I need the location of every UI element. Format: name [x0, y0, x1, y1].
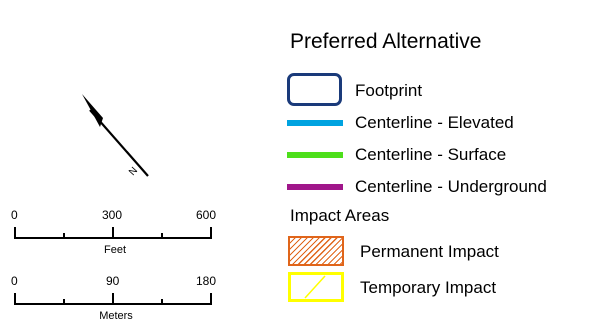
legend-label-centerline-underground: Centerline - Underground: [355, 177, 547, 196]
legend-label-permanent-impact: Permanent Impact: [360, 242, 499, 261]
centerline-elevated-swatch-icon: [287, 120, 343, 126]
permanent-impact-swatch-icon: [288, 236, 344, 266]
scale-meters-bar: [14, 293, 212, 305]
legend-label-centerline-surface: Centerline - Surface: [355, 145, 507, 164]
temporary-impact-swatch-icon: [288, 272, 344, 302]
legend-label-centerline-elevated: Centerline - Elevated: [355, 113, 514, 132]
legend-title: Preferred Alternative: [290, 30, 482, 53]
impact-areas-title: Impact Areas: [290, 206, 390, 225]
scale-feet-tick-0: 0: [11, 208, 18, 222]
scale-feet-tick-1: 300: [102, 208, 123, 222]
scale-feet-tick-2: 600: [196, 208, 217, 222]
north-arrow-label: N: [127, 165, 140, 178]
scale-meters-tick-1: 90: [106, 274, 120, 288]
scale-feet-bar: [14, 227, 212, 239]
legend-label-footprint: Footprint: [355, 81, 423, 100]
centerline-surface-swatch-icon: [287, 152, 343, 158]
north-arrow-icon: N: [82, 94, 149, 178]
centerline-underground-swatch-icon: [287, 184, 343, 190]
footprint-swatch-icon: [287, 73, 342, 106]
legend-label-temporary-impact: Temporary Impact: [360, 278, 497, 297]
scale-meters-tick-0: 0: [11, 274, 18, 288]
scale-meters-tick-2: 180: [196, 274, 217, 288]
scale-feet-unit: Feet: [103, 244, 126, 256]
scale-meters-unit: Meters: [99, 310, 133, 322]
